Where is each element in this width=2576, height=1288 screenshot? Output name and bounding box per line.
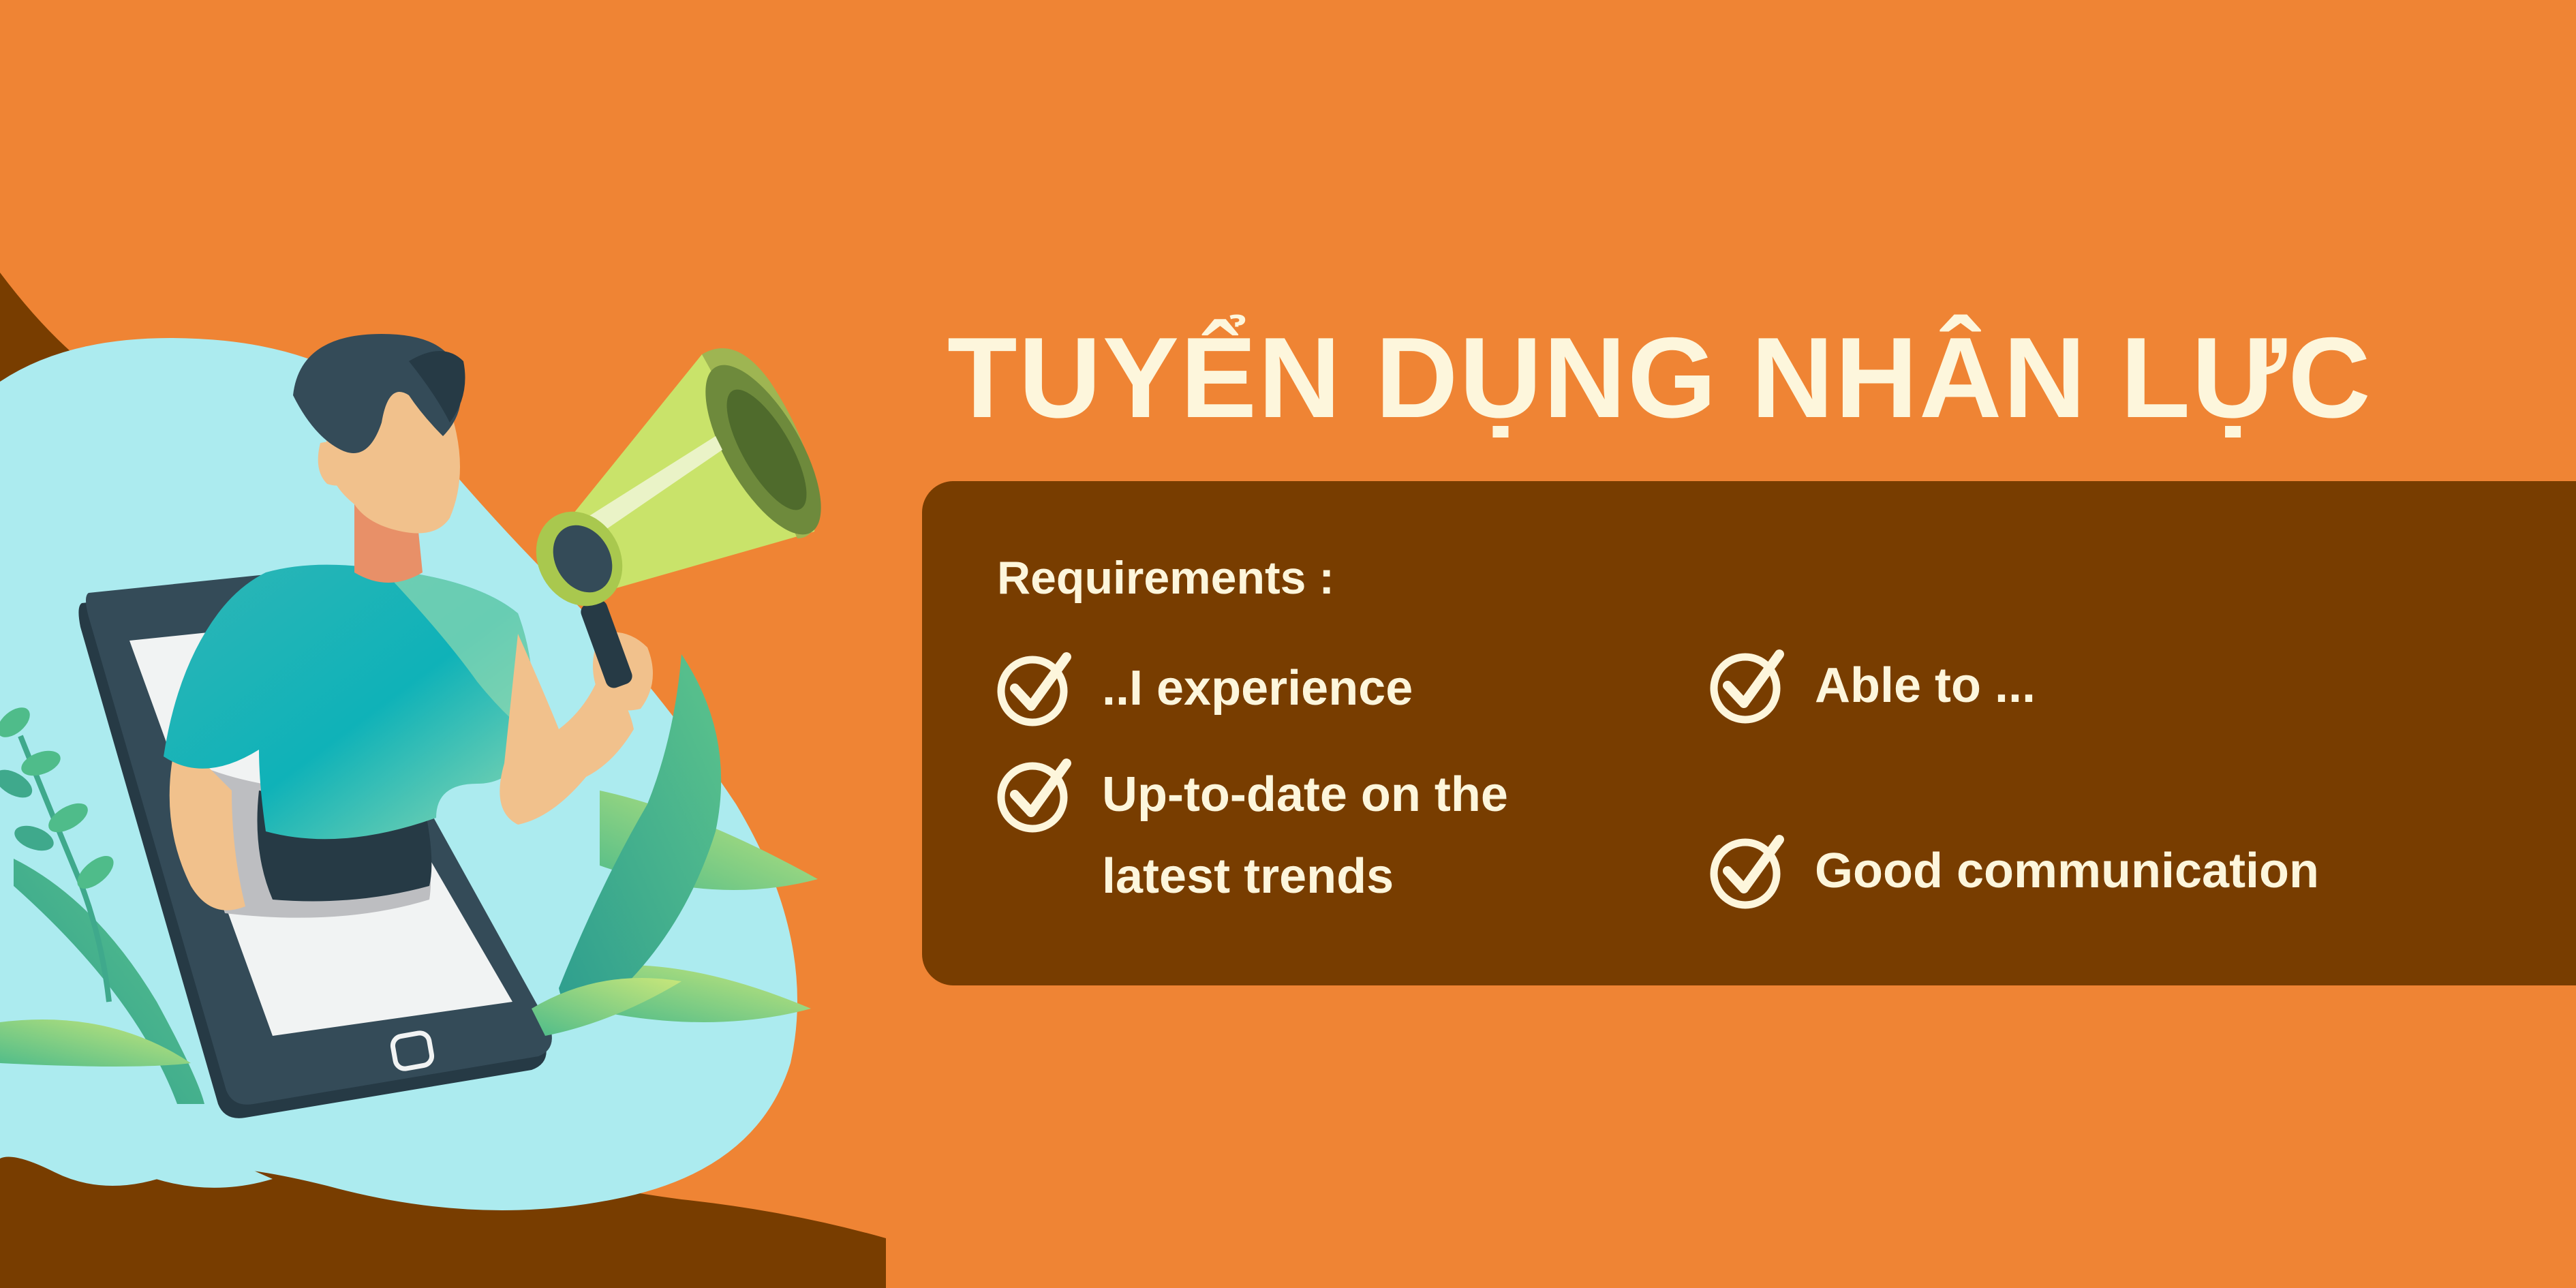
- check-circle-icon: [1710, 835, 1784, 909]
- requirement-item: Good communication: [1707, 830, 2319, 912]
- requirement-item: Up-to-date on the latest trends: [994, 754, 1508, 917]
- megaphone-icon: [536, 348, 821, 688]
- plant-icon: [559, 654, 722, 1013]
- check-circle-icon: [997, 758, 1071, 833]
- requirements-heading: Requirements :: [997, 552, 1334, 604]
- requirement-label: Good communication: [1815, 844, 2320, 898]
- requirement-label-line: latest trends: [1102, 849, 1394, 904]
- requirements-panel: Requirements : ..I experience Able to ..…: [922, 481, 2576, 985]
- requirement-item: ..I experience: [994, 647, 1413, 729]
- requirement-label: Able to ...: [1815, 658, 2036, 713]
- requirement-item: Able to ...: [1707, 645, 2036, 726]
- banner-title: TUYỂN DỤNG NHÂN LỰC: [947, 313, 2372, 442]
- requirement-label: Up-to-date on the latest trends: [1102, 754, 1508, 917]
- recruitment-illustration: [0, 273, 886, 1288]
- check-circle-icon: [997, 652, 1071, 726]
- check-circle-icon: [1710, 649, 1784, 724]
- requirement-label: ..I experience: [1102, 661, 1413, 716]
- requirement-label-line: Up-to-date on the: [1102, 767, 1508, 822]
